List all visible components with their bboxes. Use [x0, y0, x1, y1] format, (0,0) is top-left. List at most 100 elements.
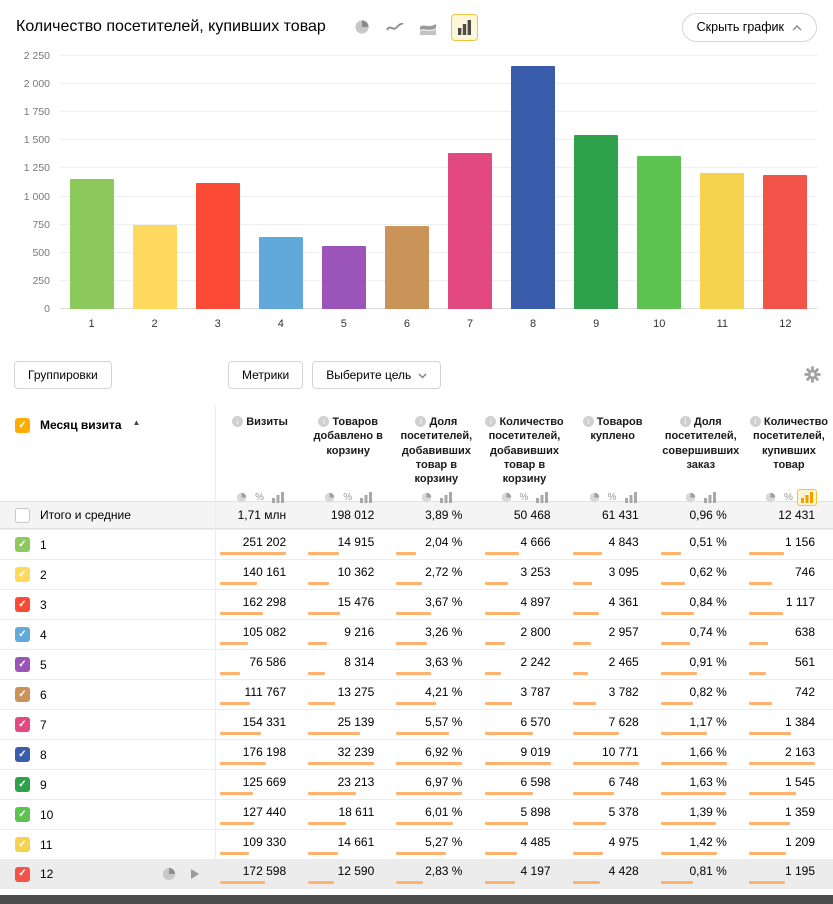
gridline [60, 55, 817, 56]
metric-cell: 5 898 [480, 800, 568, 829]
row-checkbox[interactable] [15, 507, 30, 523]
value-bar-track [660, 731, 727, 735]
metric-value: 3,63 % [425, 654, 463, 669]
metric-value: 162 298 [242, 594, 287, 609]
pie-toggle-icon[interactable] [685, 492, 696, 503]
row-checkbox[interactable]: ✓ [15, 657, 30, 672]
row-checkbox[interactable]: ✓ [15, 866, 30, 882]
metric-cell: 172 598 [216, 860, 304, 888]
column-title: i Товаров добавлено в корзину [307, 415, 389, 458]
value-bar [396, 761, 462, 765]
sort-asc-icon[interactable]: ▲ [132, 418, 141, 427]
row-checkbox[interactable]: ✓ [15, 777, 30, 792]
row-checkbox[interactable]: ✓ [15, 687, 30, 702]
select-all-checkbox[interactable]: ✓ [15, 418, 30, 433]
bars-toggle-icon[interactable] [624, 492, 637, 504]
metric-cell: 3 095 [569, 560, 657, 589]
column-header: i Доля посетителей, совершивших заказ [657, 405, 745, 512]
value-bar [749, 641, 769, 645]
bar-month-5[interactable] [321, 245, 366, 309]
bars-toggle-icon[interactable] [272, 492, 285, 504]
gridline [60, 111, 817, 113]
row-label: 8 [40, 747, 47, 762]
row-checkbox[interactable]: ✓ [15, 537, 30, 552]
percent-toggle-icon[interactable]: % [519, 492, 529, 504]
bar-month-9[interactable] [574, 135, 619, 309]
metric-value: 1 545 [784, 774, 815, 789]
bar-month-2[interactable] [132, 225, 177, 309]
metric-value: 5,57 % [425, 714, 463, 729]
hide-chart-button[interactable]: Скрыть график [681, 12, 817, 42]
line-chart-icon[interactable] [385, 17, 405, 37]
horizontal-scrollbar[interactable] [0, 895, 833, 904]
row-checkbox[interactable]: ✓ [15, 807, 30, 822]
metrics-button[interactable]: Метрики [228, 361, 304, 389]
metric-cell: 3,89 % [392, 502, 480, 528]
metric-value: 0,81 % [689, 864, 727, 878]
pie-chart-icon[interactable] [162, 867, 176, 881]
pie-toggle-icon[interactable] [765, 492, 776, 503]
value-bar-track [660, 551, 727, 555]
value-bar [572, 581, 592, 585]
goal-select[interactable]: Выберите цель [312, 361, 442, 389]
metric-value: 32 239 [337, 744, 375, 759]
row-checkbox[interactable]: ✓ [15, 717, 30, 732]
percent-toggle-icon[interactable]: % [255, 492, 265, 504]
row-checkbox[interactable]: ✓ [15, 627, 30, 642]
metric-value: 0,82 % [689, 684, 727, 699]
bar-month-7[interactable] [448, 153, 492, 309]
pie-chart-icon[interactable] [352, 17, 372, 37]
metric-cell: 1 384 [745, 710, 833, 739]
metric-value: 3 782 [608, 684, 639, 699]
value-bar-track [308, 851, 374, 855]
row-checkbox[interactable]: ✓ [15, 567, 30, 582]
bar-month-10[interactable] [637, 156, 682, 309]
bars-toggle-icon[interactable] [536, 492, 549, 504]
percent-toggle-icon[interactable]: % [607, 492, 617, 504]
row-label: 12 [40, 867, 54, 881]
percent-toggle-icon[interactable]: % [783, 492, 793, 504]
row-label: 9 [40, 777, 47, 792]
bar-month-6[interactable] [384, 225, 429, 309]
value-bar-track [572, 821, 639, 825]
bar-month-12[interactable] [763, 174, 808, 309]
groupings-button[interactable]: Группировки [14, 361, 112, 389]
bars-toggle-icon[interactable] [360, 492, 373, 504]
table-row: ✓ 2 140 161 10 362 2,72 % 3 253 3 095 0,62 % 746 [0, 559, 833, 589]
value-bar-track [396, 551, 462, 555]
row-label: 10 [40, 807, 54, 822]
pie-toggle-icon[interactable] [324, 492, 335, 503]
percent-toggle-icon[interactable]: % [343, 492, 353, 504]
bars-toggle-icon[interactable] [439, 492, 452, 504]
metric-cell: 15 476 [304, 590, 392, 619]
bar-month-3[interactable] [195, 183, 240, 309]
metric-value: 3 253 [520, 564, 551, 579]
bars-toggle-icon[interactable] [704, 492, 717, 504]
bar-month-11[interactable] [700, 173, 745, 309]
gear-icon[interactable] [804, 366, 821, 386]
row-label-cell: ✓ 10 [0, 800, 216, 829]
x-tick-label: 1 [88, 318, 95, 330]
stacked-area-icon[interactable] [418, 17, 438, 37]
bar-chart-icon[interactable] [450, 13, 478, 41]
chevron-down-icon [418, 368, 427, 382]
value-bar-track [660, 701, 727, 705]
metric-cell: 1 117 [745, 590, 833, 619]
row-checkbox[interactable]: ✓ [15, 837, 30, 852]
metric-cell: 0,74 % [657, 620, 745, 649]
metric-cell: 3,67 % [392, 590, 480, 619]
pie-toggle-icon[interactable] [236, 492, 247, 503]
pie-toggle-icon[interactable] [589, 492, 600, 503]
row-checkbox[interactable]: ✓ [15, 747, 30, 762]
row-checkbox[interactable]: ✓ [15, 597, 30, 612]
value-bar-track [749, 761, 815, 765]
value-bar [220, 611, 263, 615]
drilldown-arrow-icon[interactable] [191, 869, 199, 879]
bar-month-4[interactable] [258, 237, 303, 309]
bars-toggle-icon[interactable] [796, 489, 817, 507]
metric-display-toggles: % [589, 486, 637, 504]
bar-month-8[interactable] [511, 65, 556, 309]
bar-month-1[interactable] [69, 179, 114, 309]
pie-toggle-icon[interactable] [501, 492, 512, 503]
pie-toggle-icon[interactable] [421, 492, 432, 503]
